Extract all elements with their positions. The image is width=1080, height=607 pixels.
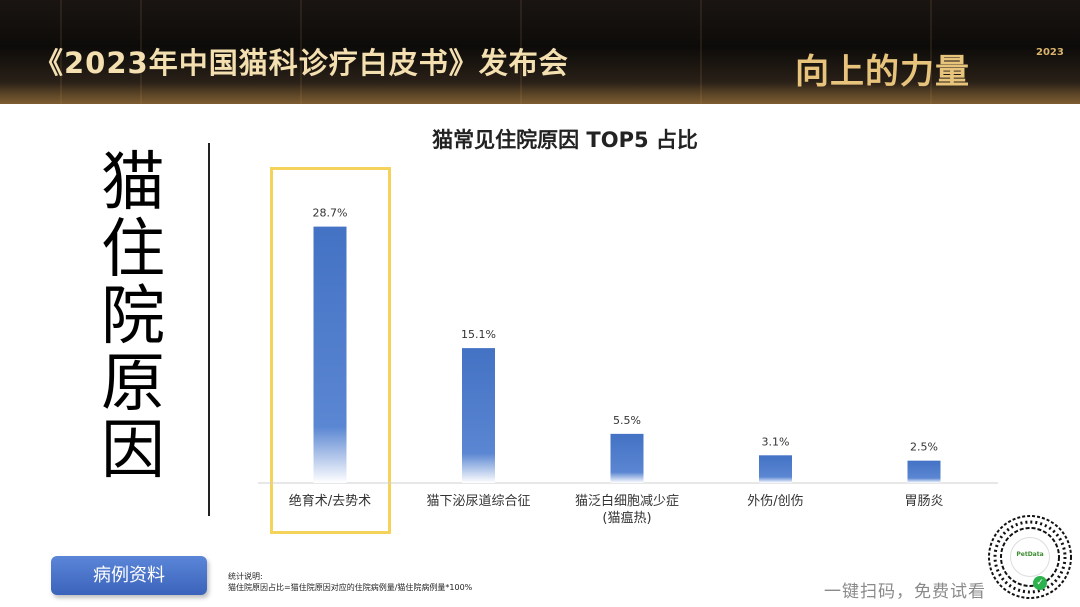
bar [610,433,644,483]
bar [462,348,495,483]
brand-logo: 向上的力量 [795,52,970,92]
qr-logo: PetData [1010,537,1050,577]
category-label: (猫瘟热) [602,510,651,526]
data-label: 28.7% [313,207,348,220]
highlight-box [270,167,391,534]
qr-pattern-icon [988,515,1072,599]
scan-prompt: 一键扫码，免费试看 [824,582,986,602]
chart-title: 猫常见住院原因 TOP5 占比 [432,128,698,152]
qr-code[interactable]: PetData ✓ [987,514,1073,600]
bar [907,460,941,483]
brand-year: 2023 [1036,47,1064,58]
category-label: 猫下泌尿道综合征 [426,494,530,509]
vertical-divider [208,143,210,516]
stat-note-heading: 统计说明: [228,572,263,581]
event-title: 《2023年中国猫科诊疗白皮书》发布会 [34,46,569,80]
bar [313,226,347,483]
data-label: 15.1% [461,328,496,341]
category-label: 猫泛白细胞减少症 [575,493,679,509]
section-title: 猫住院原因 [101,146,165,488]
wechat-icon: ✓ [1033,576,1047,590]
data-label: 3.1% [762,435,790,448]
data-label: 2.5% [910,441,938,454]
stat-note: 统计说明: 猫住院原因占比=猫住院原因对应的住院病例量/猫住院病例量*100% [228,571,472,593]
category-label: 外伤/创伤 [747,494,803,509]
category-label: 绝育术/去势术 [289,493,371,509]
category-label: 胃肠炎 [904,494,943,509]
case-data-button[interactable]: 病例资料 [51,556,207,595]
bar [759,455,792,483]
event-banner: 《2023年中国猫科诊疗白皮书》发布会 向上的力量 2023 [0,0,1080,104]
data-label: 5.5% [613,414,641,427]
stat-note-formula: 猫住院原因占比=猫住院原因对应的住院病例量/猫住院病例量*100% [228,583,473,592]
